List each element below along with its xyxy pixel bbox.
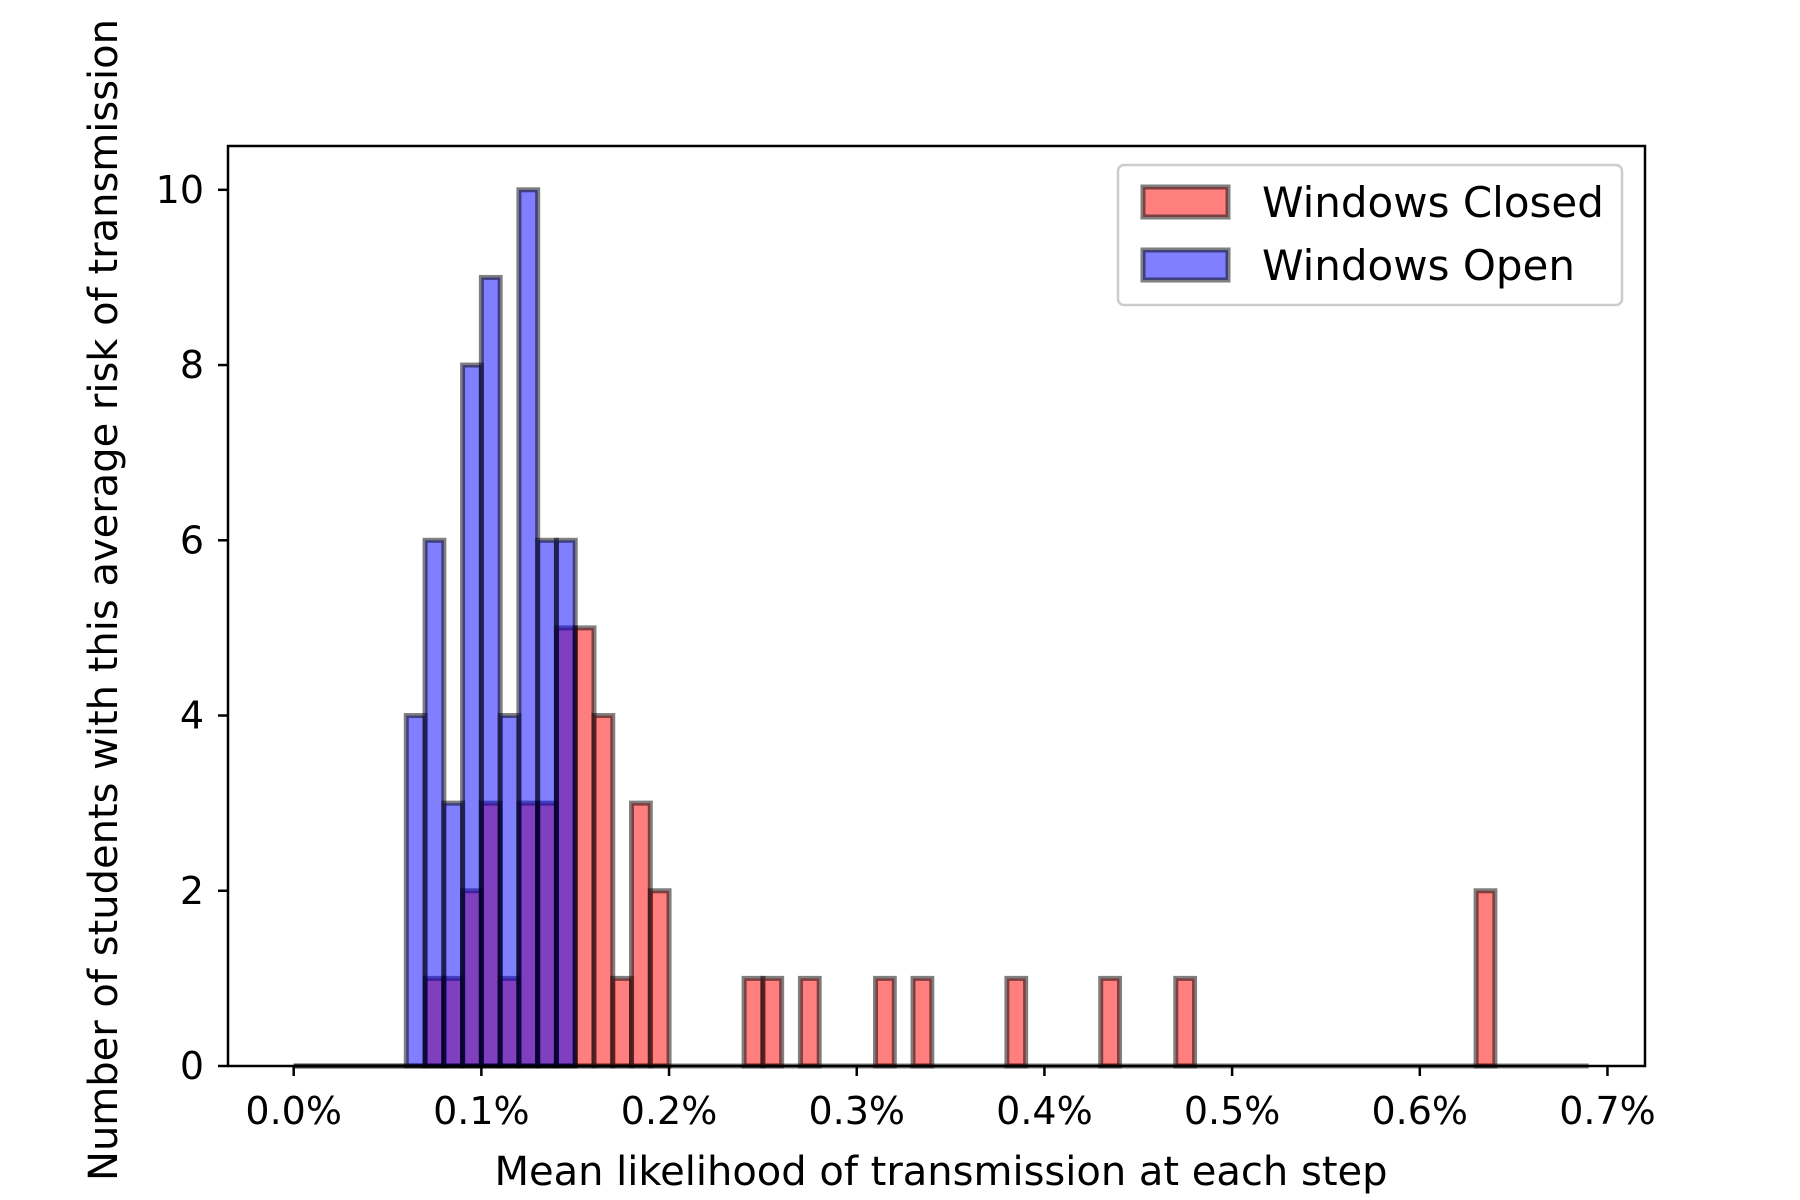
y-tick-label: 0 <box>180 1044 204 1088</box>
y-tick-label: 2 <box>180 869 204 913</box>
x-tick-label: 0.6% <box>1372 1089 1469 1133</box>
bar-windows-closed <box>647 888 672 1069</box>
x-tick-label: 0.7% <box>1559 1089 1656 1133</box>
bar-windows-closed <box>610 975 635 1069</box>
bar-windows-closed <box>741 975 766 1069</box>
bar-windows-closed <box>1098 975 1122 1069</box>
x-axis-label: Mean likelihood of transmission at each … <box>494 1149 1387 1195</box>
bar-windows-open <box>478 274 503 1069</box>
bar-windows-closed <box>629 800 653 1069</box>
x-tick-label: 0.2% <box>621 1089 718 1133</box>
axes: 0.0% 0.1% 0.2% 0.3% 0.4% 0.5% 0.6% 0.7% 0 2 4 6 8 10 <box>156 144 1656 1133</box>
bar-windows-closed <box>572 625 597 1069</box>
x-tick-label: 0.3% <box>808 1089 905 1133</box>
y-tick-label: 4 <box>180 694 204 738</box>
y-tick-label: 8 <box>180 343 204 387</box>
legend-swatch-windows-open <box>1140 247 1231 283</box>
bar-windows-open <box>497 713 522 1069</box>
bar-windows-closed <box>910 975 935 1069</box>
bar-windows-open <box>422 537 447 1069</box>
bar-windows-closed <box>1473 888 1498 1069</box>
y-tick-label: 10 <box>156 168 204 212</box>
bar-windows-open <box>516 187 541 1069</box>
y-tick-label: 6 <box>180 518 204 562</box>
bar-windows-open <box>553 537 578 1069</box>
legend: Windows Closed Windows Open <box>1116 163 1624 307</box>
legend-label-windows-closed: Windows Closed <box>1262 178 1604 227</box>
bar-windows-open <box>460 362 484 1069</box>
bar-windows-open <box>403 713 428 1069</box>
legend-label-windows-open: Windows Open <box>1262 241 1575 290</box>
x-tick-label: 0.1% <box>433 1089 530 1133</box>
bar-windows-closed <box>760 975 785 1069</box>
x-tick-label: 0.5% <box>1184 1089 1281 1133</box>
x-tick-label: 0.4% <box>996 1089 1093 1133</box>
bar-windows-closed <box>873 975 897 1069</box>
bar-windows-closed <box>591 713 616 1069</box>
axes-frame <box>226 144 1647 1068</box>
bar-windows-open <box>535 537 559 1069</box>
bar-windows-closed <box>1004 975 1029 1069</box>
bar-windows-closed <box>1173 975 1198 1069</box>
bar-windows-closed <box>797 975 822 1069</box>
y-axis-label: Number of students with this average ris… <box>81 19 127 1181</box>
x-tick-label: 0.0% <box>245 1089 342 1133</box>
legend-box <box>1116 163 1624 307</box>
legend-swatch-windows-closed <box>1140 184 1231 220</box>
bar-windows-open <box>441 800 466 1069</box>
